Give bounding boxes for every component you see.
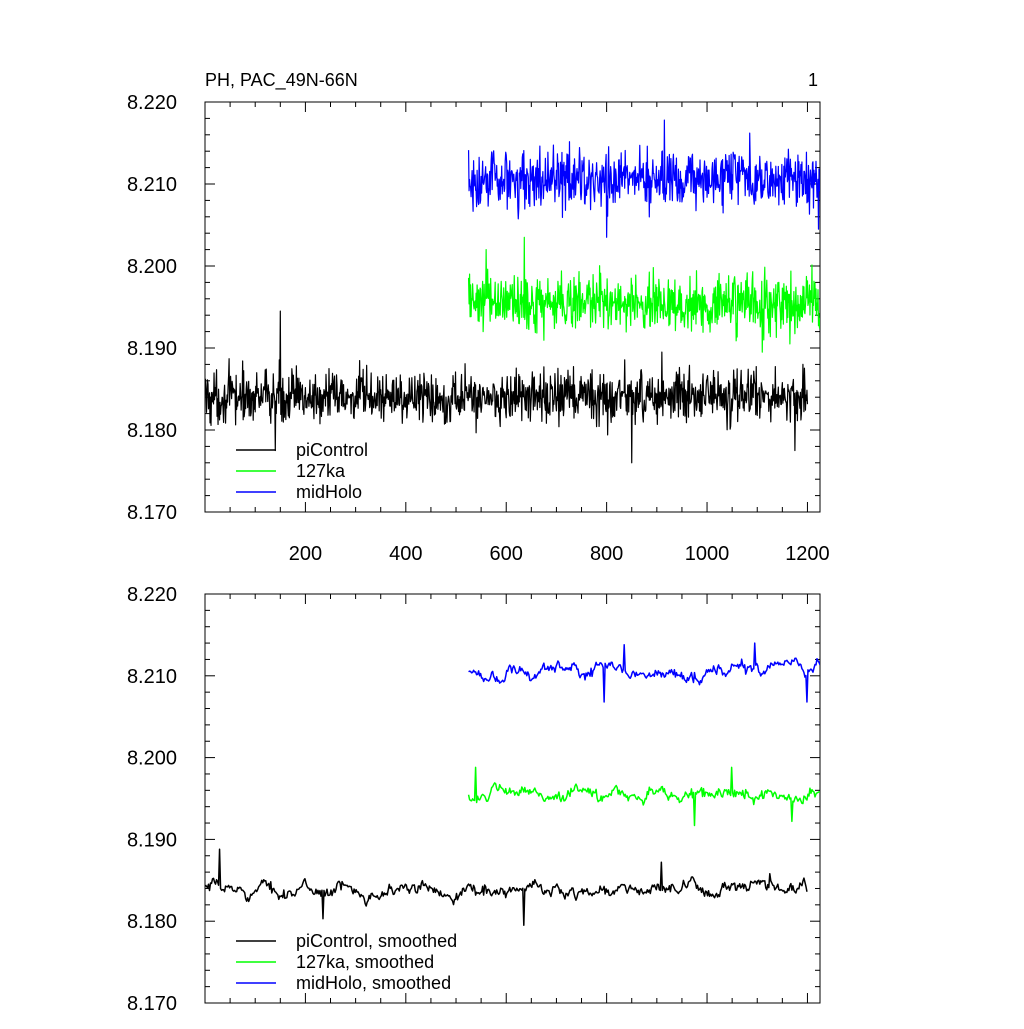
- y-tick-label: 8.210: [127, 666, 177, 688]
- x-tick-label: 400: [389, 543, 422, 565]
- plot-frame: [204, 593, 821, 1004]
- plot-frame: [204, 101, 821, 513]
- y-tick-label: 8.210: [127, 174, 177, 196]
- y-tick-label: 8.200: [127, 256, 177, 278]
- series-line-127ka-smoothed: [467, 766, 820, 827]
- series-line-picontrol-smoothed: [205, 848, 808, 927]
- series-line-picontrol: [205, 310, 809, 464]
- x-tick-label: 1200: [785, 543, 830, 565]
- legend-label: 127ka, smoothed: [296, 952, 434, 972]
- y-tick-label: 8.200: [127, 748, 177, 770]
- x-tick-label: 800: [590, 543, 623, 565]
- series-line-127ka: [467, 236, 820, 353]
- y-tick-label: 8.180: [127, 420, 177, 442]
- y-tick-label: 8.170: [127, 993, 177, 1015]
- y-tick-label: 8.220: [127, 584, 177, 606]
- legend-label: 127ka: [296, 461, 346, 481]
- series-line-midholo: [467, 119, 820, 238]
- y-tick-label: 8.190: [127, 338, 177, 360]
- y-tick-label: 8.180: [127, 911, 177, 933]
- y-tick-label: 8.220: [127, 92, 177, 114]
- panel-label: 1: [808, 70, 818, 90]
- legend-label: piControl: [296, 440, 368, 460]
- y-tick-label: 8.190: [127, 829, 177, 851]
- series-line-midholo-smoothed: [468, 642, 820, 703]
- y-tick-label: 8.170: [127, 502, 177, 524]
- chart-title: PH, PAC_49N-66N: [205, 70, 358, 91]
- x-tick-label: 1000: [685, 543, 730, 565]
- panel-top: 8.170 8.180 8.190 8.200 8.210 8.220 200 400 600 8…: [127, 70, 830, 565]
- legend-label: piControl, smoothed: [296, 931, 457, 951]
- x-tick-label: 200: [289, 543, 322, 565]
- legend-label: midHolo, smoothed: [296, 973, 451, 993]
- panel-bottom: 8.170 8.180 8.190 8.200 8.210 8.220 piControl,…: [127, 584, 821, 1015]
- legend-label: midHolo: [296, 482, 362, 502]
- x-tick-label: 600: [490, 543, 523, 565]
